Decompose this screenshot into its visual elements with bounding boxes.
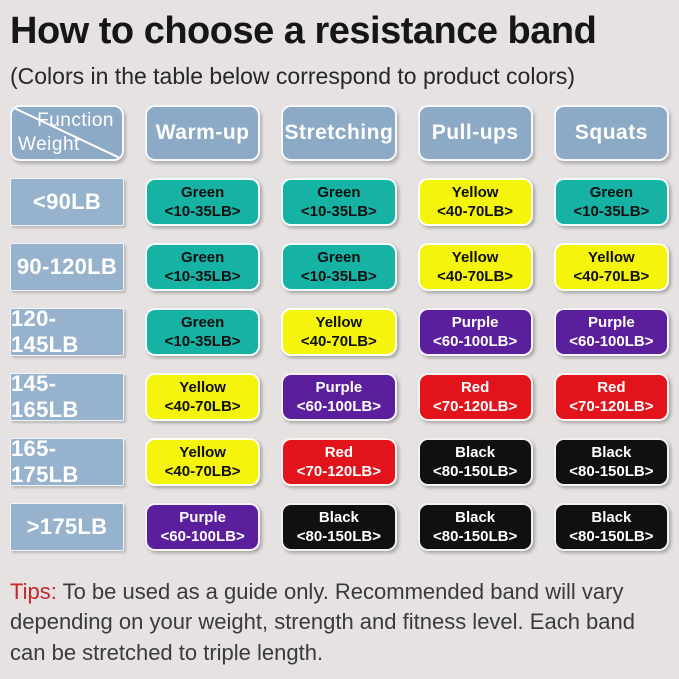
band-cell-black: Black <80-150LB> (417, 438, 533, 486)
band-color-name: Black (455, 443, 496, 461)
band-weight-range: <10-35LB> (300, 203, 377, 220)
band-cell-green: Green <10-35LB> (145, 308, 261, 356)
band-color-name: Black (318, 508, 359, 526)
band-weight-range: <80-150LB> (296, 528, 381, 545)
band-weight-range: <40-70LB> (437, 203, 514, 220)
band-cell-purple: Purple <60-100LB> (417, 308, 533, 356)
band-weight-range: <10-35LB> (164, 203, 241, 220)
band-weight-range: <70-120LB> (296, 463, 381, 480)
band-weight-range: <80-150LB> (569, 528, 654, 545)
band-color-name: Yellow (588, 248, 635, 266)
band-weight-range: <80-150LB> (569, 463, 654, 480)
band-cell-green: Green <10-35LB> (145, 178, 261, 226)
band-color-name: Purple (315, 378, 363, 396)
band-weight-range: <40-70LB> (300, 333, 377, 350)
band-cell-green: Green <10-35LB> (553, 178, 669, 226)
band-cell-yellow: Yellow <40-70LB> (417, 243, 533, 291)
band-weight-range: <70-120LB> (569, 398, 654, 415)
band-color-name: Yellow (179, 378, 226, 396)
band-color-name: Red (460, 378, 490, 396)
band-cell-purple: Purple <60-100LB> (553, 308, 669, 356)
band-color-name: Purple (179, 508, 226, 526)
band-color-name: Green (317, 248, 361, 266)
band-color-name: Black (455, 508, 496, 526)
band-cell-yellow: Yellow <40-70LB> (553, 243, 669, 291)
band-weight-range: <70-120LB> (433, 398, 518, 415)
band-cell-black: Black <80-150LB> (553, 438, 669, 486)
band-cell-purple: Purple <60-100LB> (281, 373, 397, 421)
column-header-squats: Squats (553, 105, 669, 161)
tips-label: Tips: (10, 579, 57, 604)
row-weight-label: <90LB (10, 178, 124, 226)
band-cell-green: Green <10-35LB> (281, 178, 397, 226)
corner-function-label: Function (37, 110, 114, 131)
band-weight-range: <10-35LB> (164, 333, 241, 350)
band-weight-range: <40-70LB> (164, 398, 241, 415)
band-color-name: Green (180, 248, 225, 266)
band-color-name: Purple (451, 313, 499, 331)
column-header-warm-up: Warm-up (145, 105, 261, 161)
band-color-name: Yellow (179, 443, 226, 461)
band-cell-purple: Purple <60-100LB> (145, 503, 261, 551)
band-weight-range: <60-100LB> (296, 398, 381, 415)
band-color-name: Green (589, 183, 634, 201)
band-weight-range: <40-70LB> (164, 463, 241, 480)
band-weight-range: <40-70LB> (437, 268, 514, 285)
band-color-name: Red (597, 378, 626, 396)
row-weight-label: 90-120LB (10, 243, 124, 291)
row-weight-label: 145-165LB (10, 371, 124, 422)
band-weight-range: <60-100LB> (569, 333, 654, 350)
band-cell-yellow: Yellow <40-70LB> (145, 373, 261, 421)
diagonal-divider (12, 107, 122, 159)
band-color-name: Black (591, 508, 632, 526)
column-header-stretching: Stretching (281, 105, 397, 161)
tips-note: Tips: To be used as a guide only. Recomm… (10, 577, 669, 668)
table-corner-cell: Function Weight (10, 105, 124, 161)
band-color-name: Yellow (451, 183, 499, 201)
band-table: Function Weight Warm-up Stretching Pull-… (10, 105, 669, 551)
band-cell-red: Red <70-120LB> (417, 373, 533, 421)
band-cell-yellow: Yellow <40-70LB> (145, 438, 261, 486)
band-weight-range: <40-70LB> (573, 268, 650, 285)
page-title: How to choose a resistance band (10, 10, 597, 52)
band-weight-range: <60-100LB> (160, 528, 245, 545)
band-color-name: Black (591, 443, 632, 461)
tips-text: To be used as a guide only. Recommended … (10, 579, 635, 665)
band-weight-range: <60-100LB> (433, 333, 518, 350)
band-color-name: Yellow (315, 313, 363, 331)
band-weight-range: <10-35LB> (573, 203, 650, 220)
band-color-name: Yellow (451, 248, 499, 266)
band-weight-range: <10-35LB> (300, 268, 377, 285)
band-weight-range: <80-150LB> (433, 463, 518, 480)
band-color-name: Red (324, 443, 354, 461)
band-color-name: Green (180, 313, 225, 331)
row-weight-label: 165-175LB (10, 436, 124, 487)
band-cell-red: Red <70-120LB> (553, 373, 669, 421)
band-weight-range: <10-35LB> (164, 268, 241, 285)
band-weight-range: <80-150LB> (433, 528, 518, 545)
band-cell-yellow: Yellow <40-70LB> (281, 308, 397, 356)
column-header-pull-ups: Pull-ups (417, 105, 533, 161)
page-subtitle: (Colors in the table below correspond to… (10, 63, 576, 89)
band-color-name: Green (317, 183, 361, 201)
band-cell-yellow: Yellow <40-70LB> (417, 178, 533, 226)
corner-weight-label: Weight (18, 134, 80, 155)
band-cell-black: Black <80-150LB> (281, 503, 397, 551)
band-cell-green: Green <10-35LB> (145, 243, 261, 291)
row-weight-label: >175LB (10, 503, 124, 551)
band-color-name: Purple (588, 313, 635, 331)
band-cell-red: Red <70-120LB> (281, 438, 397, 486)
band-cell-black: Black <80-150LB> (553, 503, 669, 551)
row-weight-label: 120-145LB (10, 306, 124, 357)
band-color-name: Green (180, 183, 225, 201)
band-cell-green: Green <10-35LB> (281, 243, 397, 291)
band-cell-black: Black <80-150LB> (417, 503, 533, 551)
